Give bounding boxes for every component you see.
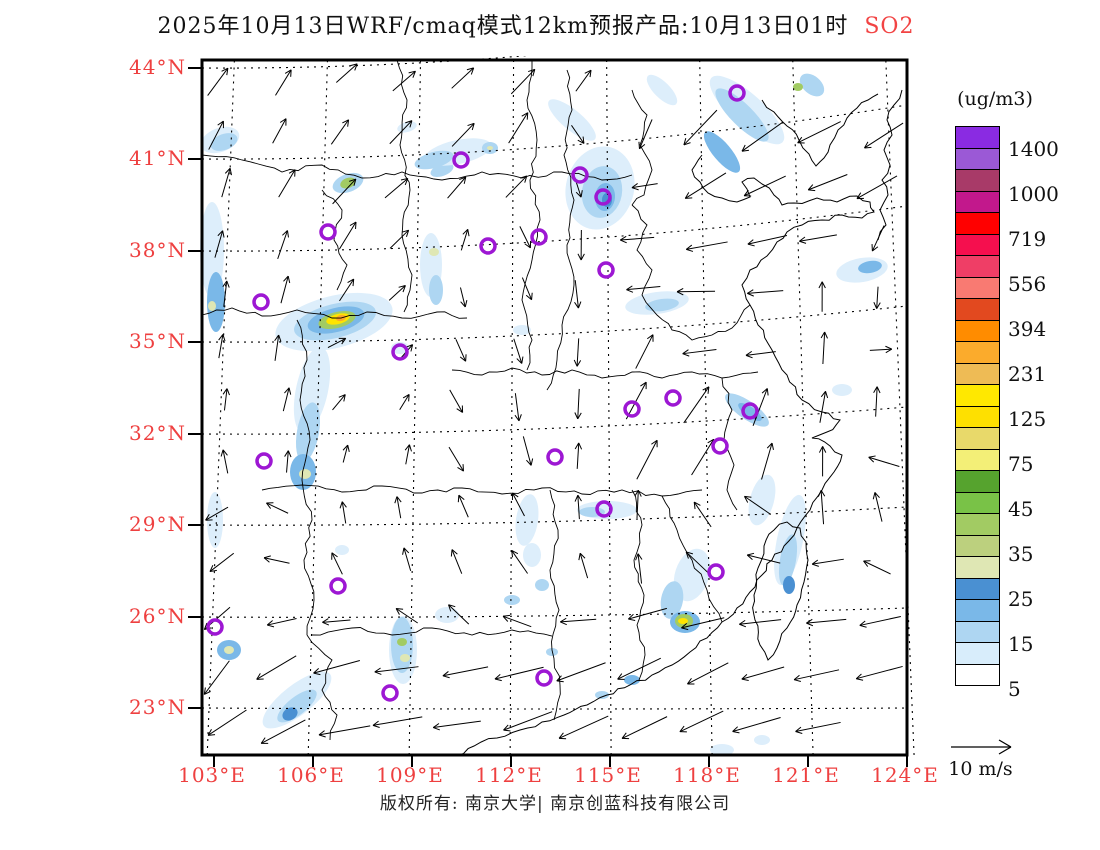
- lat-axis-label: 44°N: [129, 55, 186, 79]
- colorbar-segment: [955, 534, 1000, 557]
- colorbar-label: 35: [1008, 541, 1034, 566]
- station-circle-icon: [329, 577, 347, 595]
- colorbar-segment: [955, 577, 1000, 600]
- page-title: 2025年10月13日WRF/cmaq模式12km预报产品:10月13日01时 S…: [0, 8, 1072, 40]
- colorbar-label: 231: [1008, 361, 1047, 386]
- station-circle-icon: [530, 228, 548, 246]
- colorbar-segment: [955, 470, 1000, 493]
- colorbar-segment: [955, 427, 1000, 450]
- station-circle-icon: [594, 188, 612, 206]
- wind-vectors: [203, 63, 904, 744]
- axis-ticks: [188, 67, 908, 767]
- colorbar-label: 125: [1008, 406, 1047, 431]
- colorbar-label: 15: [1008, 631, 1034, 656]
- colorbar-label: 394: [1008, 316, 1047, 341]
- station-circle-icon: [206, 618, 224, 636]
- colorbar-segment: [955, 341, 1000, 364]
- station-circle-icon: [252, 293, 270, 311]
- lon-axis-label: 115°E: [574, 763, 642, 787]
- colorbar-segment: [955, 513, 1000, 536]
- station-circle-icon: [711, 437, 729, 455]
- station-circle-icon: [741, 402, 759, 420]
- colorbar: [955, 126, 1000, 686]
- forecast-map: [188, 56, 915, 767]
- station-circle-icon: [707, 563, 725, 581]
- colorbar-segment: [955, 147, 1000, 170]
- station-circle-icon: [479, 237, 497, 255]
- lon-axis-label: 109°E: [376, 763, 444, 787]
- copyright-text: 版权所有: 南京大学| 南京创蓝科技有限公司: [379, 794, 731, 814]
- colorbar-segment: [955, 298, 1000, 321]
- lon-axis-label: 103°E: [178, 763, 246, 787]
- colorbar-segment: [955, 556, 1000, 579]
- colorbar-segment: [955, 319, 1000, 342]
- colorbar-segment: [955, 276, 1000, 299]
- station-circle-icon: [595, 500, 613, 518]
- lat-axis-label: 26°N: [129, 604, 186, 628]
- colorbar-segment: [955, 362, 1000, 385]
- lon-axis-label: 112°E: [475, 763, 543, 787]
- colorbar-segment: [955, 126, 1000, 149]
- pollutant-label: SO2: [864, 14, 915, 39]
- colorbar-segment: [955, 405, 1000, 428]
- so2-concentration-blobs: [200, 73, 888, 756]
- wind-scale-arrow-icon: [951, 739, 1012, 755]
- colorbar-label: 719: [1008, 226, 1047, 251]
- colorbar-label: 25: [1008, 586, 1034, 611]
- lat-axis-label: 41°N: [129, 146, 186, 170]
- colorbar-segment: [955, 448, 1000, 471]
- station-circle-icon: [597, 261, 615, 279]
- station-circle-icon: [664, 389, 682, 407]
- colorbar-label: 75: [1008, 451, 1034, 476]
- colorbar-label: 1400: [1008, 136, 1059, 161]
- colorbar-label: 556: [1008, 271, 1047, 296]
- station-circle-icon: [391, 343, 409, 361]
- station-circle-icon: [728, 84, 746, 102]
- coastline-boundaries: [201, 59, 903, 756]
- colorbar-segment: [955, 212, 1000, 235]
- lat-axis-label: 23°N: [129, 695, 186, 719]
- station-circle-icon: [535, 669, 553, 687]
- colorbar-label: 1000: [1008, 181, 1059, 206]
- station-circle-icon: [452, 151, 470, 169]
- colorbar-label: 5: [1008, 676, 1021, 701]
- colorbar-segment: [955, 663, 1000, 686]
- station-circle-icon: [623, 400, 641, 418]
- lon-axis-label: 106°E: [277, 763, 345, 787]
- station-circle-icon: [546, 448, 564, 466]
- lon-axis-label: 124°E: [871, 763, 939, 787]
- lat-axis-label: 38°N: [129, 238, 186, 262]
- lat-axis-label: 32°N: [129, 421, 186, 445]
- colorbar-segment: [955, 620, 1000, 643]
- colorbar-label: 45: [1008, 496, 1034, 521]
- station-markers: [206, 84, 759, 702]
- station-circle-icon: [319, 223, 337, 241]
- lon-axis-label: 121°E: [772, 763, 840, 787]
- colorbar-unit-label: (ug/m3): [957, 88, 1033, 110]
- colorbar-segment: [955, 169, 1000, 192]
- lon-axis-label: 118°E: [673, 763, 741, 787]
- colorbar-segment: [955, 233, 1000, 256]
- colorbar-segment: [955, 190, 1000, 213]
- colorbar-segment: [955, 599, 1000, 622]
- colorbar-segment: [955, 384, 1000, 407]
- station-circle-icon: [381, 684, 399, 702]
- lat-axis-label: 35°N: [129, 329, 186, 353]
- wind-scale-label: 10 m/s: [948, 758, 1013, 780]
- colorbar-segment: [955, 491, 1000, 514]
- station-circle-icon: [255, 452, 273, 470]
- title-text: 2025年10月13日WRF/cmaq模式12km预报产品:10月13日01时: [157, 14, 849, 39]
- colorbar-segment: [955, 642, 1000, 665]
- lat-axis-label: 29°N: [129, 512, 186, 536]
- station-circle-icon: [571, 166, 589, 184]
- colorbar-segment: [955, 255, 1000, 278]
